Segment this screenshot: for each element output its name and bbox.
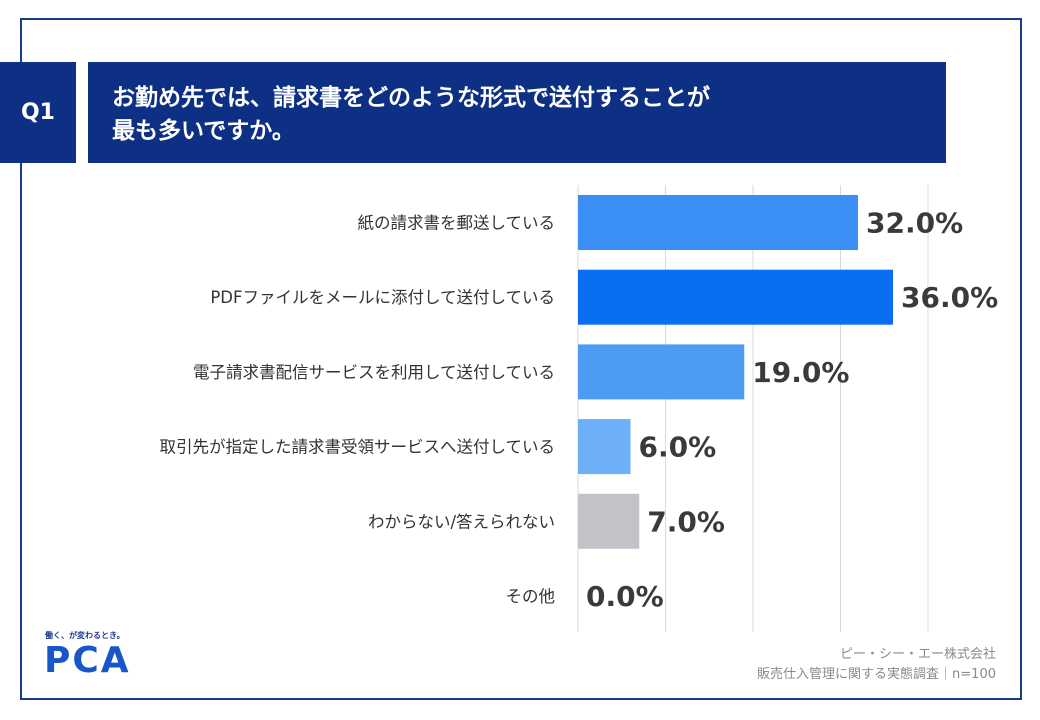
category-label: 電子請求書配信サービスを利用して送付している	[193, 363, 555, 382]
value-label: 19.0%	[752, 356, 849, 389]
bar	[578, 419, 631, 475]
category-label: その他	[506, 587, 556, 606]
category-label: 紙の請求書を郵送している	[357, 214, 555, 233]
question-title-line2: 最も多いですか。	[112, 118, 295, 144]
question-title: お勤め先では、請求書をどのような形式で送付することが 最も多いですか。	[88, 62, 946, 163]
category-label: PDFファイルをメールに添付して送付している	[210, 288, 555, 307]
value-label: 6.0%	[639, 431, 717, 464]
value-label: 0.0%	[586, 580, 664, 613]
bar	[578, 344, 745, 400]
question-title-line1: お勤め先では、請求書をどのような形式で送付することが	[112, 85, 710, 111]
question-badge: Q1	[0, 62, 76, 163]
value-label: 32.0%	[866, 207, 963, 240]
brand-tagline: 働く、が変わるとき。	[45, 631, 125, 640]
bar	[578, 269, 893, 325]
category-label: 取引先が指定した請求書受領サービスへ送付している	[159, 438, 555, 457]
pca-logo: PCA	[44, 640, 131, 681]
value-label: 7.0%	[647, 505, 725, 538]
footer-survey: 販売仕入管理に関する実態調査｜n=100	[757, 667, 996, 682]
bar	[578, 493, 640, 549]
footer: ピー・シー・エー株式会社 販売仕入管理に関する実態調査｜n=100	[757, 645, 996, 685]
bar	[578, 195, 858, 250]
category-label: わからない/答えられない	[368, 512, 555, 531]
chart-frame	[20, 18, 1022, 700]
footer-company: ピー・シー・エー株式会社	[839, 647, 996, 662]
value-label: 36.0%	[901, 281, 998, 314]
